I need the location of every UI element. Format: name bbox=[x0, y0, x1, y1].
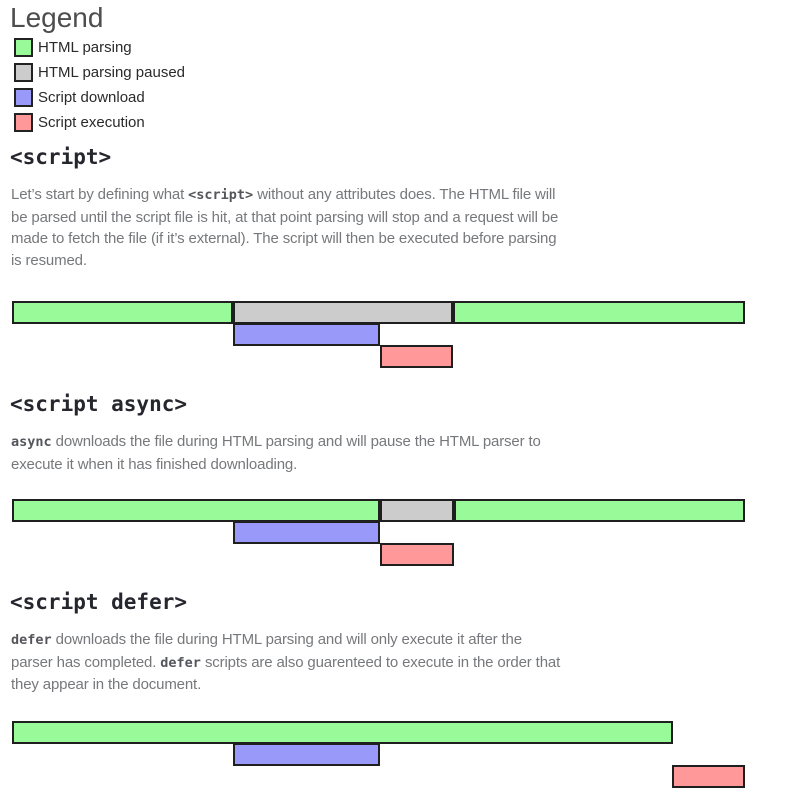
paragraph-text: downloads the file during HTML parsing a… bbox=[11, 631, 522, 671]
legend-item-script-download: Script download bbox=[14, 88, 787, 107]
bar-html-parsing-paused bbox=[233, 301, 453, 324]
section-script-defer-paragraph: defer downloads the file during HTML par… bbox=[11, 629, 566, 696]
section-script-paragraph: Let’s start by defining what <script> wi… bbox=[11, 184, 566, 271]
bar-html-parsing bbox=[12, 499, 380, 522]
legend-item-script-execution: Script execution bbox=[14, 113, 787, 132]
inline-code: <script> bbox=[188, 187, 254, 203]
section-script-heading: <script> bbox=[10, 145, 112, 169]
legend-item-label: Script execution bbox=[38, 114, 145, 131]
script-execution-swatch-icon bbox=[14, 113, 33, 132]
bar-html-parsing bbox=[12, 301, 233, 324]
bar-script-download bbox=[233, 521, 380, 544]
bar-script-execution bbox=[672, 764, 745, 788]
inline-code: defer bbox=[11, 632, 52, 648]
script-timeline-diagram bbox=[0, 301, 787, 368]
script-async-timeline-diagram bbox=[0, 499, 787, 566]
bar-html-parsing bbox=[453, 301, 745, 324]
section-script-defer: <script defer> defer downloads the file … bbox=[0, 589, 787, 788]
html-parsing-paused-swatch-icon bbox=[14, 63, 33, 82]
legend-item-label: HTML parsing bbox=[38, 39, 132, 56]
paragraph-text: Let’s start by defining what bbox=[11, 186, 189, 203]
legend-title: Legend bbox=[10, 2, 104, 33]
legend-item-label: Script download bbox=[38, 89, 145, 106]
section-script: <script> Let’s start by defining what <s… bbox=[0, 144, 787, 368]
script-download-swatch-icon bbox=[14, 88, 33, 107]
bar-html-parsing-paused bbox=[380, 499, 454, 522]
inline-code: defer bbox=[160, 654, 201, 671]
bar-script-download bbox=[233, 323, 380, 346]
legend-item-html-parsing-paused: HTML parsing paused bbox=[14, 63, 787, 82]
paragraph-text: downloads the file during HTML parsing a… bbox=[11, 433, 541, 473]
script-defer-timeline-diagram bbox=[0, 720, 787, 788]
html-parsing-swatch-icon bbox=[14, 38, 33, 57]
bar-html-parsing bbox=[454, 499, 745, 522]
section-script-async-heading: <script async> bbox=[10, 392, 188, 416]
legend: HTML parsing HTML parsing paused Script do… bbox=[0, 38, 787, 132]
section-script-async-paragraph: async downloads the file during HTML par… bbox=[11, 431, 566, 475]
section-script-defer-heading: <script defer> bbox=[10, 590, 188, 614]
bar-html-parsing bbox=[12, 720, 673, 744]
legend-item-html-parsing: HTML parsing bbox=[14, 38, 787, 57]
bar-script-execution bbox=[380, 543, 454, 566]
inline-code: async bbox=[11, 434, 52, 450]
paragraph-text: scripts are also guarenteed to execute i… bbox=[11, 653, 561, 694]
paragraph-text: without any attributes does. The HTML fi… bbox=[11, 186, 559, 269]
section-script-async: <script async> async downloads the file … bbox=[0, 391, 787, 566]
bar-script-download bbox=[233, 742, 380, 766]
legend-item-label: HTML parsing paused bbox=[38, 64, 186, 81]
bar-script-execution bbox=[380, 345, 453, 368]
